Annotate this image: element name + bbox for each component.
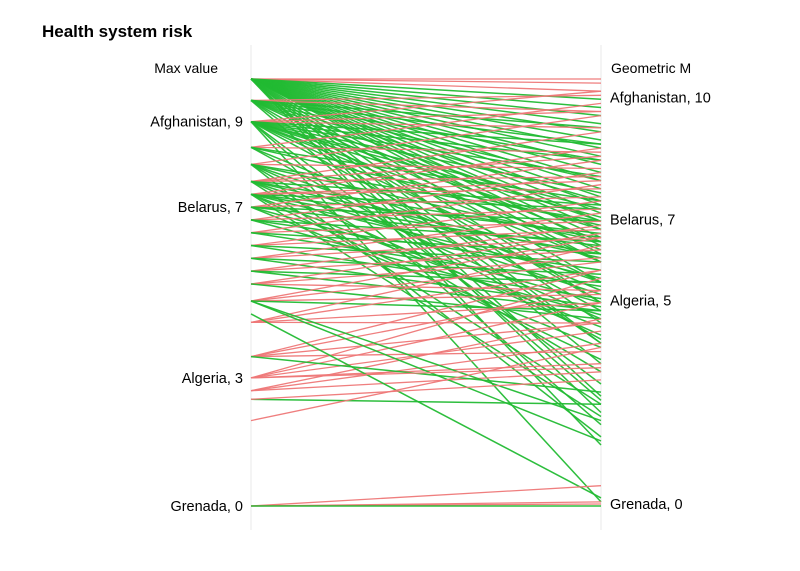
- slope-line: [250, 257, 602, 275]
- slope-line: [250, 371, 602, 392]
- slope-line: [250, 269, 602, 358]
- slope-line: [250, 485, 602, 507]
- slope-line: [250, 78, 602, 92]
- slope-line: [250, 180, 602, 195]
- slope-line: [250, 78, 602, 141]
- slope-line: [250, 236, 602, 302]
- slope-line: [250, 270, 602, 284]
- slope-line: [250, 155, 602, 183]
- slope-line: [250, 180, 602, 259]
- slope-line: [250, 99, 602, 263]
- slope-line: [250, 184, 602, 234]
- slope-line: [250, 78, 602, 158]
- slope-line: [250, 208, 602, 221]
- slope-line: [250, 224, 602, 272]
- slope-line: [250, 321, 602, 324]
- slope-line: [250, 200, 602, 247]
- slope-line: [250, 180, 602, 206]
- slope-line: [250, 78, 602, 214]
- slope-line: [250, 300, 602, 442]
- slope-line: [250, 249, 602, 272]
- slope-line: [250, 78, 602, 109]
- slope-line: [250, 346, 602, 422]
- slope-line: [250, 212, 602, 259]
- slope-line: [250, 367, 602, 379]
- slope-line: [250, 270, 602, 312]
- slope-line: [250, 302, 602, 379]
- left-axis-label: Grenada, 0: [170, 499, 243, 515]
- chart-title: Health system risk: [42, 22, 193, 41]
- slope-line: [250, 232, 602, 285]
- left-axis-label: Afghanistan, 9: [150, 115, 243, 131]
- left-axis-label: Algeria, 3: [182, 371, 243, 387]
- slope-line: [250, 78, 602, 84]
- slope-line: [250, 78, 602, 190]
- slope-line: [250, 90, 602, 123]
- slope-line: [250, 257, 602, 308]
- slope-line: [250, 146, 602, 292]
- slope-line: [250, 283, 602, 292]
- slope-line: [250, 78, 602, 231]
- slope-line: [250, 114, 602, 166]
- slope-lines: [250, 78, 602, 507]
- slope-line: [250, 289, 602, 358]
- slope-line: [250, 379, 602, 400]
- left-axis-labels: Afghanistan, 9 Belarus, 7 Algeria, 3 Grenad…: [150, 115, 243, 515]
- slope-line: [250, 300, 602, 422]
- slope-line: [250, 313, 602, 499]
- slope-line: [250, 244, 602, 263]
- right-axis-labels: Afghanistan, 10 Belarus, 7 Algeria, 5 Grena…: [610, 90, 711, 513]
- slope-line: [250, 146, 602, 153]
- slope-line: [250, 159, 602, 208]
- slope-line: [250, 131, 602, 183]
- slope-line: [250, 120, 602, 162]
- slope-line: [250, 220, 602, 234]
- slope-line: [250, 102, 602, 148]
- slope-line: [250, 175, 602, 183]
- slope-line: [250, 180, 602, 239]
- slope-line: [250, 300, 602, 312]
- right-axis-label: Afghanistan, 10: [610, 90, 711, 106]
- left-axis-title: Max value: [154, 60, 218, 76]
- slope-line: [250, 269, 602, 324]
- slope-line: [250, 318, 602, 392]
- right-axis-label: Grenada, 0: [610, 497, 683, 513]
- slope-line: [250, 120, 602, 210]
- slope-line: [250, 99, 602, 162]
- right-axis-label: Belarus, 7: [610, 212, 675, 228]
- slope-line: [250, 196, 602, 208]
- slope-line: [250, 342, 602, 392]
- slope-line: [250, 110, 602, 123]
- slope-line: [250, 355, 602, 393]
- right-axis-label: Algeria, 5: [610, 294, 671, 310]
- slope-line: [250, 302, 602, 324]
- slope-line: [250, 261, 602, 302]
- slope-line: [250, 171, 602, 221]
- slope-line: [250, 219, 602, 243]
- slope-line: [250, 99, 602, 129]
- slope-line: [250, 147, 602, 195]
- slope-line: [250, 293, 602, 302]
- slope-line: [250, 78, 602, 125]
- slope-line: [250, 188, 602, 195]
- slope-line: [250, 245, 602, 324]
- slope-line: [250, 121, 602, 426]
- right-axis-title: Geometric M: [611, 60, 691, 76]
- slope-line: [250, 99, 602, 145]
- slope-line: [250, 231, 602, 288]
- slope-line: [250, 228, 602, 247]
- slope-line: [250, 277, 602, 379]
- left-axis-label: Belarus, 7: [178, 200, 243, 216]
- slope-line: [250, 193, 602, 255]
- slope-line: [250, 99, 602, 401]
- slope-line: [250, 231, 602, 255]
- slope-line: [250, 257, 602, 285]
- slope-line: [250, 99, 602, 344]
- slope-line: [250, 398, 602, 406]
